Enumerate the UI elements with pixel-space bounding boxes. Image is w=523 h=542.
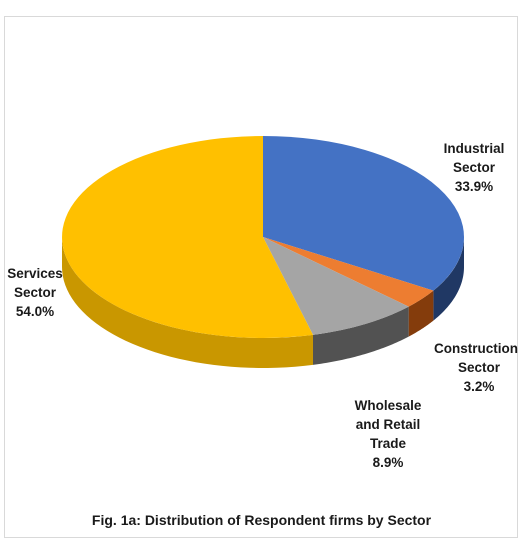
label-value: 33.9%	[454, 179, 494, 194]
label-line: Wholesale	[354, 398, 422, 413]
slice-side-industrial	[433, 237, 464, 321]
label-line: Sector	[13, 285, 57, 300]
label-line: Industrial	[443, 141, 505, 156]
label-line: and Retail	[355, 417, 421, 432]
label-line: Trade	[369, 436, 407, 451]
pie-tops	[62, 136, 464, 338]
slice-side-wholesale	[312, 306, 409, 365]
pie-sides	[62, 237, 464, 368]
slice-label-industrial: Industrial Sector 33.9%	[432, 139, 516, 196]
label-line: Sector	[457, 360, 501, 375]
slice-construction	[263, 237, 434, 307]
slice-side-services	[62, 237, 313, 368]
slice-label-services: Services Sector 54.0%	[0, 264, 70, 321]
label-line: Services	[7, 266, 63, 281]
slice-wholesale	[263, 237, 409, 335]
label-line: Construction	[434, 341, 518, 356]
slice-label-wholesale: Wholesale and Retail Trade 8.9%	[344, 396, 432, 472]
label-value: 8.9%	[372, 455, 404, 470]
chart-title: Fig. 1a: Distribution of Respondent firm…	[91, 512, 432, 528]
label-value: 54.0%	[15, 304, 55, 319]
label-value: 3.2%	[463, 379, 495, 394]
slice-label-construction: Construction Sector 3.2%	[430, 339, 522, 396]
slice-services	[62, 136, 313, 338]
slice-industrial	[263, 136, 464, 291]
label-line: Sector	[452, 160, 496, 175]
slice-side-construction	[408, 290, 434, 337]
